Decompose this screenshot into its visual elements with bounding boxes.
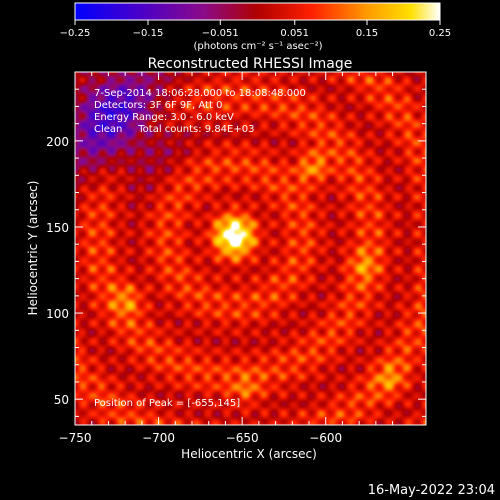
heatmap-image: [75, 72, 426, 425]
y-axis-label: Heliocentric Y (arcsec): [26, 181, 40, 316]
x-tick-label: −600: [309, 431, 342, 445]
heatmap-plot-area: [75, 72, 426, 425]
colorbar-tick-label: −0.15: [133, 28, 164, 39]
y-tick-label: 100: [46, 307, 69, 321]
info-time-range: 7-Sep-2014 18:06:28.000 to 18:08:48.000: [94, 88, 306, 99]
peak-layer: [231, 233, 236, 238]
colorbar-tick-label: 0.051: [280, 28, 309, 39]
colorbar-tick-label: 0.15: [356, 28, 378, 39]
colorbar-tick-label: −0.25: [60, 28, 91, 39]
x-tick-label: −700: [142, 431, 175, 445]
colorbar-tick-label: 0.25: [429, 28, 451, 39]
chart-title: Reconstructed RHESSI Image: [148, 56, 353, 72]
y-axis: 50 100 150 200: [46, 71, 426, 417]
y-tick-label: 150: [46, 221, 69, 235]
peak-point: [231, 233, 236, 238]
colorbar: [74, 2, 441, 21]
info-energy-range: Energy Range: 3.0 - 6.0 keV: [94, 112, 234, 123]
plot-frame: [74, 71, 427, 426]
info-clean-total-counts: Clean Total counts: 9.84E+03: [94, 124, 255, 135]
x-tick-label: −650: [226, 431, 259, 445]
colorbar-units-label: (photons cm⁻² s⁻¹ asec⁻²): [193, 41, 322, 52]
colorbar-ticks: −0.25 −0.15 −0.051 0.051 0.15 0.25: [60, 20, 451, 39]
footer-timestamp: 16-May-2022 23:04: [368, 483, 495, 498]
colorbar-tick-label: −0.051: [202, 28, 239, 39]
x-axis: −750 −700 −650 −600: [59, 72, 427, 445]
peak-position-label: Position of Peak = [-655,145]: [94, 398, 241, 409]
x-axis-label: Heliocentric X (arcsec): [181, 447, 317, 461]
info-detectors: Detectors: 3F 6F 9F, Att 0: [94, 100, 223, 111]
y-tick-label: 50: [54, 393, 69, 407]
x-tick-label: −750: [59, 431, 92, 445]
y-tick-label: 200: [46, 135, 69, 149]
